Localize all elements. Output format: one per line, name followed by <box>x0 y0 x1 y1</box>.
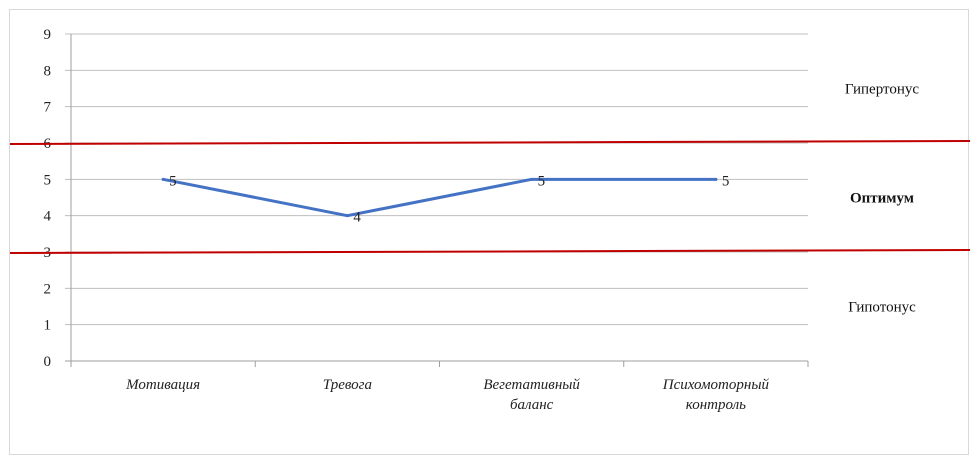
data-label-3: 5 <box>538 173 546 189</box>
y-tick-label-7: 7 <box>44 100 52 116</box>
y-axis: 0123456789 <box>44 27 72 370</box>
chart-frame <box>9 9 969 455</box>
y-tick-label-5: 5 <box>44 172 52 188</box>
zone-label-3: Гипотонус <box>848 300 916 316</box>
reference-line-6 <box>9 140 971 145</box>
zone-labels: Гипертонус Оптимум Гипотонус <box>845 82 920 316</box>
x-category-label-4: Психомоторный контроль <box>662 377 770 413</box>
data-point-3 <box>530 177 534 181</box>
y-tick-label-2: 2 <box>44 281 52 297</box>
data-point-1 <box>161 177 165 181</box>
data-label-4: 5 <box>722 173 730 189</box>
y-tick-label-1: 1 <box>44 318 52 334</box>
series: 5 4 5 5 <box>161 173 730 226</box>
data-label-2: 4 <box>353 210 361 226</box>
reference-line-3 <box>9 249 971 254</box>
data-point-2 <box>345 214 349 218</box>
reference-lines <box>9 140 971 254</box>
y-tick-label-4: 4 <box>44 209 52 225</box>
x-category-label-2: Тревога <box>323 377 372 393</box>
x-axis: Мотивация Тревога Вегетативный баланс Психом… <box>70 360 809 413</box>
y-tick-label-0: 0 <box>44 354 52 370</box>
x-category-label-3: Вегетативный баланс <box>483 377 580 413</box>
data-label-1: 5 <box>169 173 177 189</box>
zone-label-1: Гипертонус <box>845 82 920 98</box>
y-tick-label-9: 9 <box>44 27 52 43</box>
y-tick-label-8: 8 <box>44 63 52 79</box>
data-point-4 <box>714 177 718 181</box>
series-line <box>161 177 718 218</box>
x-category-label-1: Мотивация <box>125 377 200 393</box>
zone-label-2: Оптимум <box>850 191 914 207</box>
